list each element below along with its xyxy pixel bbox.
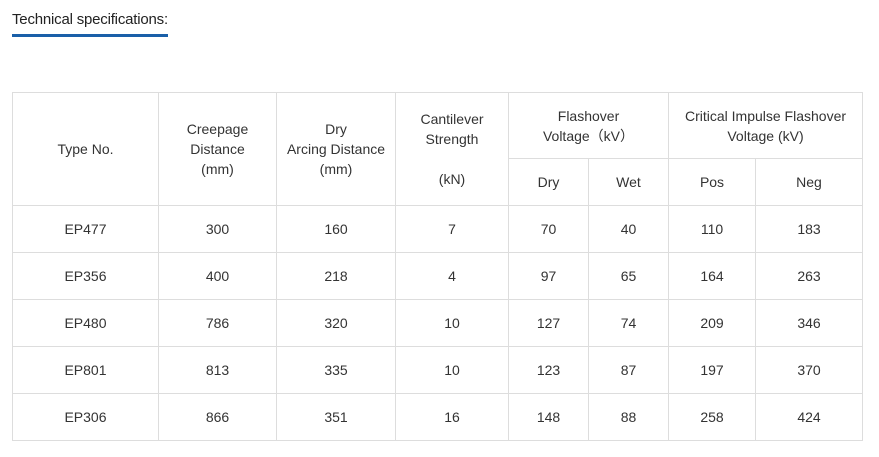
cell-type-no: EP356	[12, 252, 159, 300]
cell-flashover-dry: 127	[508, 299, 589, 347]
header-flashover: Flashover Voltage（kV）	[508, 92, 669, 159]
cell-flashover-dry: 70	[508, 205, 589, 253]
cell-cantilever: 16	[395, 393, 509, 441]
table-row: EP306 866 351 16 148 88 258 424	[12, 393, 863, 441]
cell-flashover-wet: 88	[588, 393, 669, 441]
cell-cantilever: 4	[395, 252, 509, 300]
cell-arcing-distance: 351	[276, 393, 396, 441]
cell-flashover-wet: 65	[588, 252, 669, 300]
cell-creepage: 300	[158, 205, 277, 253]
cell-impulse-pos: 164	[668, 252, 756, 300]
header-cantilever: Cantilever Strength (kN)	[395, 92, 509, 206]
cell-impulse-neg: 263	[755, 252, 863, 300]
cell-cantilever: 10	[395, 299, 509, 347]
cell-creepage: 813	[158, 346, 277, 394]
cell-arcing-distance: 218	[276, 252, 396, 300]
cell-impulse-neg: 424	[755, 393, 863, 441]
cell-arcing-distance: 160	[276, 205, 396, 253]
cell-type-no: EP306	[12, 393, 159, 441]
cell-type-no: EP480	[12, 299, 159, 347]
table-row: EP801 813 335 10 123 87 197 370	[12, 346, 863, 394]
cell-flashover-dry: 148	[508, 393, 589, 441]
cell-flashover-wet: 40	[588, 205, 669, 253]
cell-cantilever: 7	[395, 205, 509, 253]
cell-arcing-distance: 320	[276, 299, 396, 347]
cell-creepage: 786	[158, 299, 277, 347]
table-row: EP480 786 320 10 127 74 209 346	[12, 299, 863, 347]
cell-flashover-wet: 87	[588, 346, 669, 394]
cell-impulse-neg: 346	[755, 299, 863, 347]
cell-impulse-pos: 110	[668, 205, 756, 253]
cell-impulse-pos: 197	[668, 346, 756, 394]
header-dry: Dry	[508, 158, 589, 206]
header-arcing-distance: Dry Arcing Distance (mm)	[276, 92, 396, 206]
cell-creepage: 866	[158, 393, 277, 441]
cell-flashover-dry: 123	[508, 346, 589, 394]
header-pos: Pos	[668, 158, 756, 206]
cell-flashover-dry: 97	[508, 252, 589, 300]
header-creepage: Creepage Distance (mm)	[158, 92, 277, 206]
table-row: EP356 400 218 4 97 65 164 263	[12, 252, 863, 300]
cell-type-no: EP477	[12, 205, 159, 253]
cell-impulse-neg: 183	[755, 205, 863, 253]
cell-impulse-pos: 258	[668, 393, 756, 441]
header-neg: Neg	[755, 158, 863, 206]
cell-impulse-pos: 209	[668, 299, 756, 347]
specifications-table: Type No. Creepage Distance (mm) Dry Arcing …	[12, 92, 863, 441]
cell-creepage: 400	[158, 252, 277, 300]
table-row: EP477 300 160 7 70 40 110 183	[12, 205, 863, 253]
cell-flashover-wet: 74	[588, 299, 669, 347]
cell-type-no: EP801	[12, 346, 159, 394]
header-type-no: Type No.	[12, 92, 159, 206]
section-title: Technical specifications:	[12, 11, 168, 37]
header-wet: Wet	[588, 158, 669, 206]
cell-arcing-distance: 335	[276, 346, 396, 394]
cell-impulse-neg: 370	[755, 346, 863, 394]
cell-cantilever: 10	[395, 346, 509, 394]
header-impulse: Critical Impulse Flashover Voltage (kV)	[668, 92, 863, 159]
